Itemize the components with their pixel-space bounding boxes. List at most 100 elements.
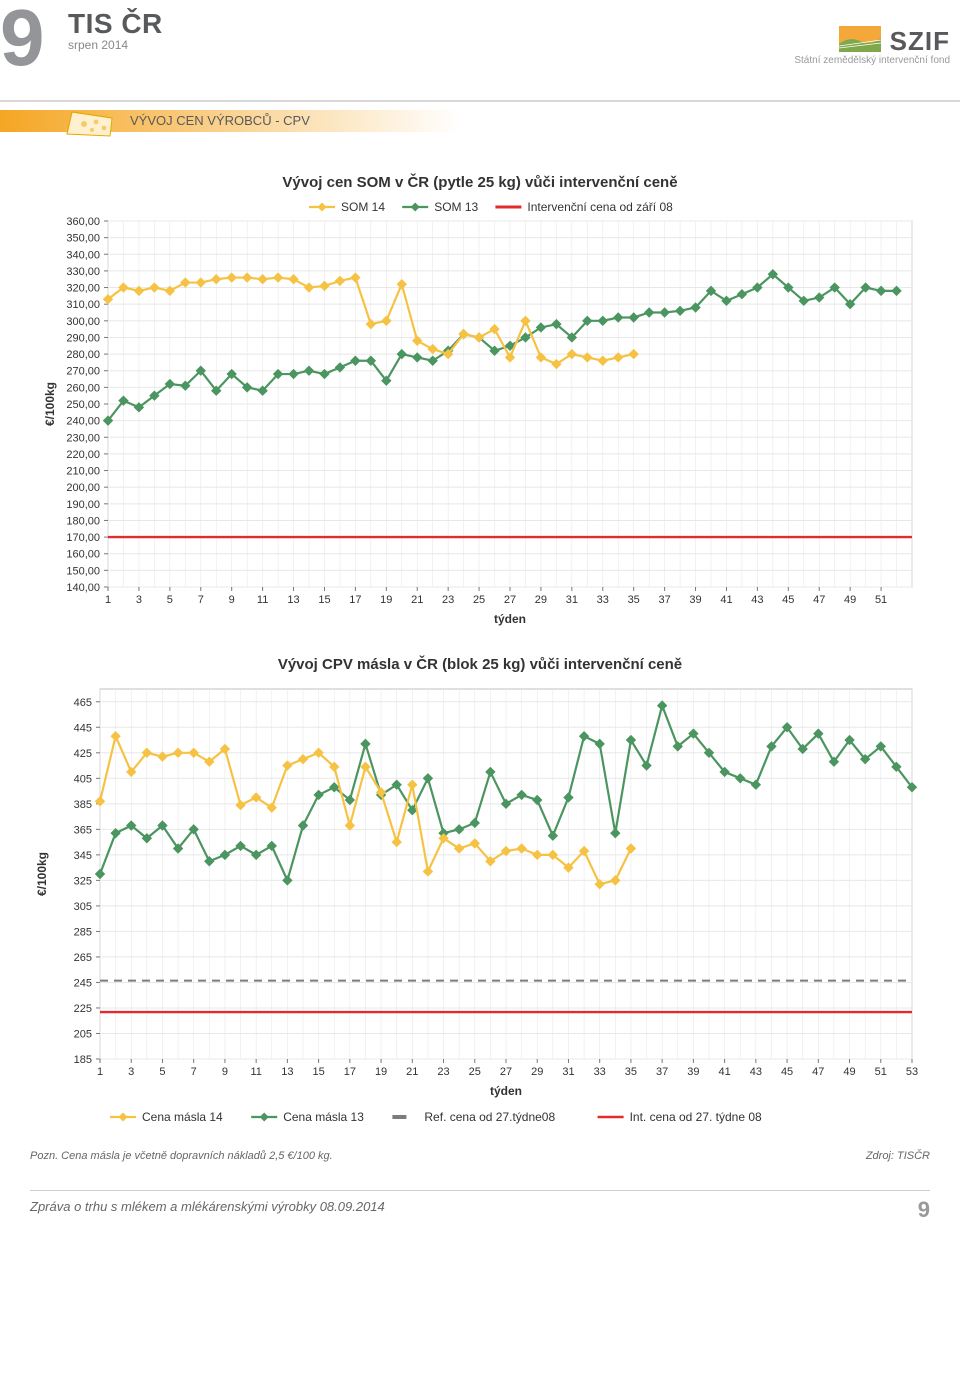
svg-text:19: 19: [375, 1066, 387, 1078]
svg-text:230,00: 230,00: [66, 432, 100, 444]
svg-text:270,00: 270,00: [66, 366, 100, 378]
svg-text:320,00: 320,00: [66, 283, 100, 295]
svg-text:325: 325: [74, 875, 92, 887]
svg-text:33: 33: [597, 594, 609, 606]
page-number: 9: [918, 1197, 930, 1223]
svg-text:445: 445: [74, 722, 92, 734]
svg-text:37: 37: [658, 594, 670, 606]
svg-text:31: 31: [566, 594, 578, 606]
svg-text:SOM 13: SOM 13: [434, 200, 478, 214]
svg-text:260,00: 260,00: [66, 382, 100, 394]
svg-text:160,00: 160,00: [66, 549, 100, 561]
svg-text:Intervenční cena od září 08: Intervenční cena od září 08: [527, 200, 673, 214]
svg-text:7: 7: [198, 594, 204, 606]
svg-text:11: 11: [250, 1066, 261, 1078]
svg-text:15: 15: [312, 1066, 324, 1078]
svg-text:37: 37: [656, 1066, 668, 1078]
svg-text:280,00: 280,00: [66, 349, 100, 361]
svg-text:45: 45: [782, 594, 794, 606]
svg-text:170,00: 170,00: [66, 532, 100, 544]
svg-text:225: 225: [74, 1003, 92, 1015]
szif-subtitle: Státní zemědělský intervenční fond: [794, 55, 950, 66]
svg-text:11: 11: [257, 594, 268, 606]
svg-text:7: 7: [191, 1066, 197, 1078]
chart-som-svg: 140,00150,00160,00170,00180,00190,00200,…: [30, 193, 930, 633]
svg-text:39: 39: [689, 594, 701, 606]
tis-subtitle: srpen 2014: [68, 38, 163, 52]
svg-text:425: 425: [74, 748, 92, 760]
svg-text:Ref. cena od 27.týdne08: Ref. cena od 27.týdne08: [424, 1110, 555, 1124]
footer-text: Zpráva o trhu s mlékem a mlékárenskými v…: [30, 1199, 385, 1214]
svg-text:25: 25: [469, 1066, 481, 1078]
page-footer: Zpráva o trhu s mlékem a mlékárenskými v…: [30, 1190, 930, 1214]
svg-text:385: 385: [74, 799, 92, 811]
szif-logo-block: SZIF Státní zemědělský intervenční fond: [794, 26, 950, 66]
chart-som-title: Vývoj cen SOM v ČR (pytle 25 kg) vůči in…: [30, 174, 930, 191]
svg-text:23: 23: [442, 594, 454, 606]
svg-text:17: 17: [344, 1066, 356, 1078]
svg-text:185: 185: [74, 1054, 92, 1066]
svg-text:47: 47: [812, 1066, 824, 1078]
svg-text:150,00: 150,00: [66, 565, 100, 577]
svg-text:21: 21: [411, 594, 423, 606]
svg-text:51: 51: [875, 594, 887, 606]
svg-text:220,00: 220,00: [66, 449, 100, 461]
svg-text:1: 1: [105, 594, 111, 606]
svg-text:17: 17: [349, 594, 361, 606]
svg-text:5: 5: [159, 1066, 165, 1078]
svg-text:49: 49: [844, 594, 856, 606]
svg-text:285: 285: [74, 926, 92, 938]
svg-text:41: 41: [718, 1066, 730, 1078]
svg-text:465: 465: [74, 697, 92, 709]
svg-text:300,00: 300,00: [66, 316, 100, 328]
svg-text:43: 43: [751, 594, 763, 606]
svg-text:19: 19: [380, 594, 392, 606]
svg-text:Cena másla 14: Cena másla 14: [142, 1110, 223, 1124]
svg-text:9: 9: [229, 594, 235, 606]
svg-text:190,00: 190,00: [66, 499, 100, 511]
svg-text:265: 265: [74, 952, 92, 964]
svg-text:15: 15: [318, 594, 330, 606]
svg-text:290,00: 290,00: [66, 332, 100, 344]
svg-text:týden: týden: [490, 1084, 522, 1098]
svg-text:39: 39: [687, 1066, 699, 1078]
svg-text:27: 27: [500, 1066, 512, 1078]
chart-som: Vývoj cen SOM v ČR (pytle 25 kg) vůči in…: [30, 174, 930, 638]
svg-text:405: 405: [74, 773, 92, 785]
svg-text:140,00: 140,00: [66, 582, 100, 594]
svg-text:€/100kg: €/100kg: [35, 852, 49, 896]
svg-text:43: 43: [750, 1066, 762, 1078]
chart-maslo-svg: 1852052252452652853053253453653854054254…: [30, 675, 930, 1135]
svg-text:35: 35: [625, 1066, 637, 1078]
svg-text:41: 41: [720, 594, 732, 606]
svg-text:29: 29: [535, 594, 547, 606]
svg-text:305: 305: [74, 901, 92, 913]
svg-text:340,00: 340,00: [66, 249, 100, 261]
svg-text:€/100kg: €/100kg: [43, 382, 57, 426]
svg-text:Cena másla 13: Cena másla 13: [283, 1110, 364, 1124]
issue-number: 9: [0, 0, 41, 84]
cheese-icon: [62, 104, 120, 147]
svg-text:SOM 14: SOM 14: [341, 200, 385, 214]
svg-text:3: 3: [136, 594, 142, 606]
svg-text:53: 53: [906, 1066, 918, 1078]
footnote-right: Zdroj: TISČR: [866, 1150, 930, 1162]
svg-text:330,00: 330,00: [66, 266, 100, 278]
svg-text:13: 13: [287, 594, 299, 606]
svg-text:21: 21: [406, 1066, 418, 1078]
svg-text:25: 25: [473, 594, 485, 606]
tis-title: TIS ČR: [68, 8, 163, 40]
svg-text:29: 29: [531, 1066, 543, 1078]
svg-text:23: 23: [437, 1066, 449, 1078]
svg-text:180,00: 180,00: [66, 515, 100, 527]
svg-text:240,00: 240,00: [66, 416, 100, 428]
svg-text:210,00: 210,00: [66, 466, 100, 478]
svg-text:33: 33: [594, 1066, 606, 1078]
footnote-left: Pozn. Cena másla je včetně dopravních ná…: [30, 1150, 333, 1162]
svg-text:5: 5: [167, 594, 173, 606]
section-label: VÝVOJ CEN VÝROBCŮ - CPV: [130, 113, 310, 128]
svg-text:Int. cena od 27. týdne 08: Int. cena od 27. týdne 08: [630, 1110, 762, 1124]
chart-maslo-title: Vývoj CPV másla v ČR (blok 25 kg) vůči i…: [30, 656, 930, 673]
svg-text:45: 45: [781, 1066, 793, 1078]
footnote: Pozn. Cena másla je včetně dopravních ná…: [30, 1150, 930, 1162]
